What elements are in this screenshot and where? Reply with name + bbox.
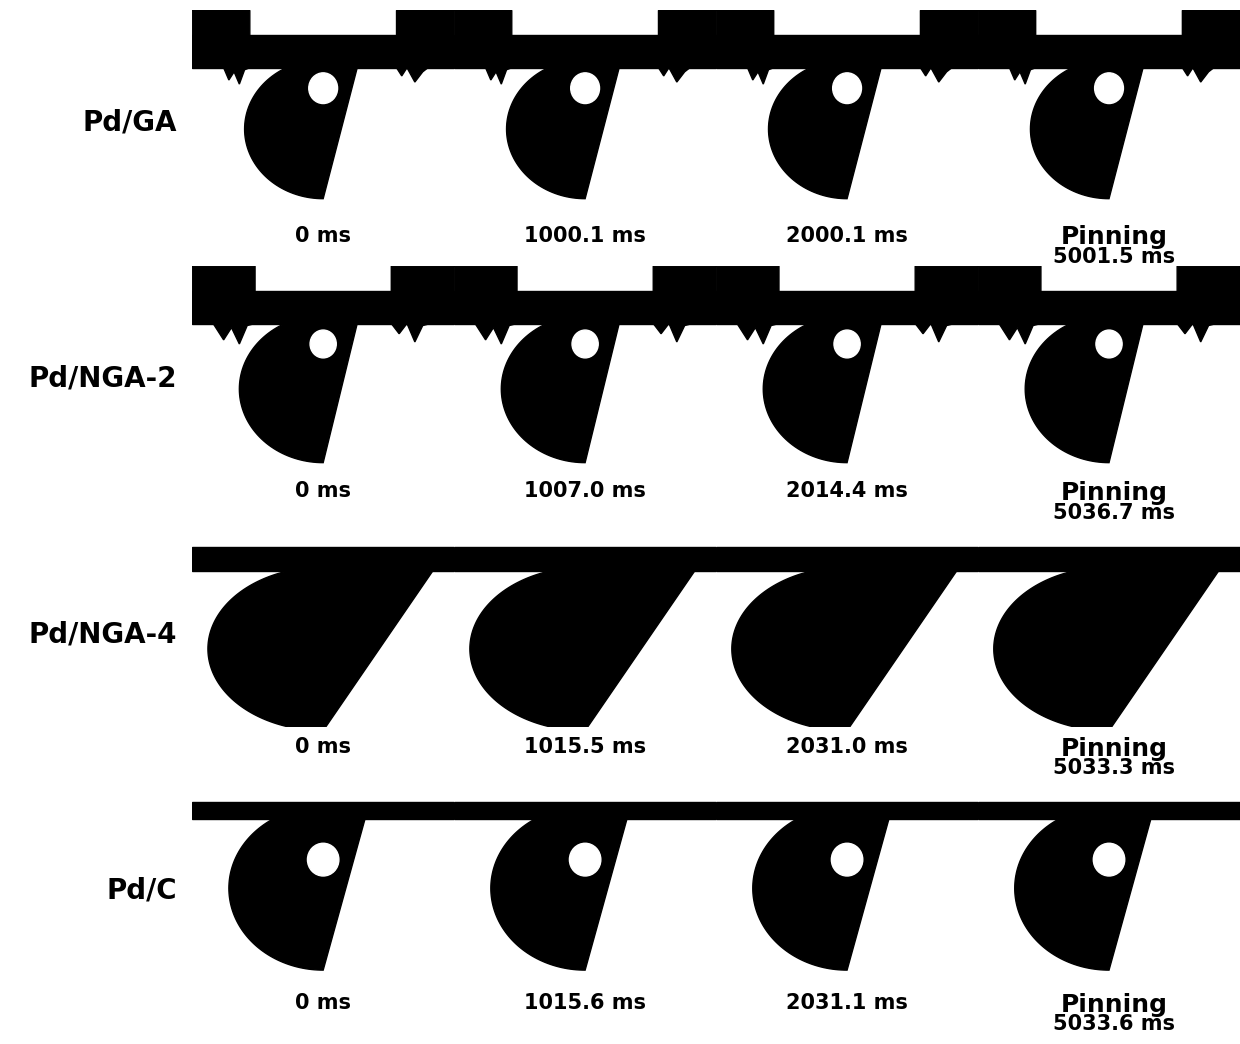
Polygon shape <box>915 266 978 342</box>
Text: 5001.5 ms: 5001.5 ms <box>1053 246 1176 267</box>
Polygon shape <box>491 806 627 970</box>
Polygon shape <box>239 315 357 462</box>
Polygon shape <box>1014 806 1151 970</box>
Ellipse shape <box>1095 73 1123 103</box>
Text: 5033.6 ms: 5033.6 ms <box>1053 1014 1176 1035</box>
Bar <box>454 35 715 68</box>
Polygon shape <box>1183 10 1240 82</box>
Text: Pd/NGA-2: Pd/NGA-2 <box>29 364 177 393</box>
Text: 2031.1 ms: 2031.1 ms <box>786 993 908 1013</box>
Text: Pd/NGA-4: Pd/NGA-4 <box>29 620 177 648</box>
Text: Pinning: Pinning <box>1060 481 1168 505</box>
Ellipse shape <box>1094 844 1125 876</box>
Text: 2031.0 ms: 2031.0 ms <box>786 737 908 757</box>
Polygon shape <box>192 10 249 85</box>
Polygon shape <box>764 315 882 462</box>
Polygon shape <box>229 806 365 970</box>
Bar <box>978 291 1240 324</box>
Text: 0 ms: 0 ms <box>295 737 351 757</box>
Bar <box>717 291 978 324</box>
Polygon shape <box>978 266 1040 343</box>
Text: Pinning: Pinning <box>1060 993 1168 1017</box>
Ellipse shape <box>833 73 862 103</box>
Text: Pd/C: Pd/C <box>107 876 177 904</box>
Ellipse shape <box>570 73 599 103</box>
Bar <box>192 803 454 818</box>
Ellipse shape <box>309 73 337 103</box>
Bar <box>192 35 454 68</box>
Polygon shape <box>470 567 694 731</box>
Text: Pd/GA: Pd/GA <box>82 109 177 137</box>
Bar <box>192 547 454 571</box>
Text: 1015.6 ms: 1015.6 ms <box>525 993 646 1013</box>
Bar <box>454 547 715 571</box>
Ellipse shape <box>572 330 598 358</box>
Bar <box>978 547 1240 571</box>
Polygon shape <box>454 266 517 343</box>
Bar <box>454 803 715 818</box>
Polygon shape <box>1177 266 1240 342</box>
Polygon shape <box>1025 315 1143 462</box>
Polygon shape <box>506 60 619 198</box>
Ellipse shape <box>831 844 863 876</box>
Text: 1015.5 ms: 1015.5 ms <box>525 737 646 757</box>
Polygon shape <box>658 10 715 82</box>
Ellipse shape <box>835 330 861 358</box>
Polygon shape <box>993 567 1219 731</box>
Text: 0 ms: 0 ms <box>295 226 351 245</box>
Polygon shape <box>192 266 255 343</box>
Polygon shape <box>1030 60 1143 198</box>
Polygon shape <box>208 567 433 731</box>
Bar <box>192 291 454 324</box>
Polygon shape <box>732 567 956 731</box>
Polygon shape <box>244 60 357 198</box>
Bar <box>454 291 715 324</box>
Ellipse shape <box>308 844 339 876</box>
Polygon shape <box>978 10 1035 85</box>
Bar <box>978 803 1240 818</box>
Text: Pinning: Pinning <box>1060 226 1168 250</box>
Ellipse shape <box>569 844 601 876</box>
Ellipse shape <box>310 330 336 358</box>
Polygon shape <box>501 315 619 462</box>
Bar <box>717 547 978 571</box>
Text: 0 ms: 0 ms <box>295 481 351 501</box>
Polygon shape <box>920 10 978 82</box>
Text: Pinning: Pinning <box>1060 737 1168 761</box>
Text: 2000.1 ms: 2000.1 ms <box>786 226 908 245</box>
Bar <box>978 35 1240 68</box>
Polygon shape <box>454 10 512 85</box>
Polygon shape <box>397 10 454 82</box>
Text: 5033.3 ms: 5033.3 ms <box>1053 758 1176 779</box>
Polygon shape <box>717 266 779 343</box>
Text: 5036.7 ms: 5036.7 ms <box>1053 502 1176 523</box>
Text: 1007.0 ms: 1007.0 ms <box>525 481 646 501</box>
Text: 1000.1 ms: 1000.1 ms <box>525 226 646 245</box>
Bar <box>717 35 978 68</box>
Ellipse shape <box>1096 330 1122 358</box>
Text: 0 ms: 0 ms <box>295 993 351 1013</box>
Polygon shape <box>753 806 889 970</box>
Polygon shape <box>653 266 715 342</box>
Text: 2014.4 ms: 2014.4 ms <box>786 481 908 501</box>
Polygon shape <box>769 60 882 198</box>
Bar <box>717 803 978 818</box>
Polygon shape <box>717 10 774 85</box>
Polygon shape <box>392 266 454 342</box>
